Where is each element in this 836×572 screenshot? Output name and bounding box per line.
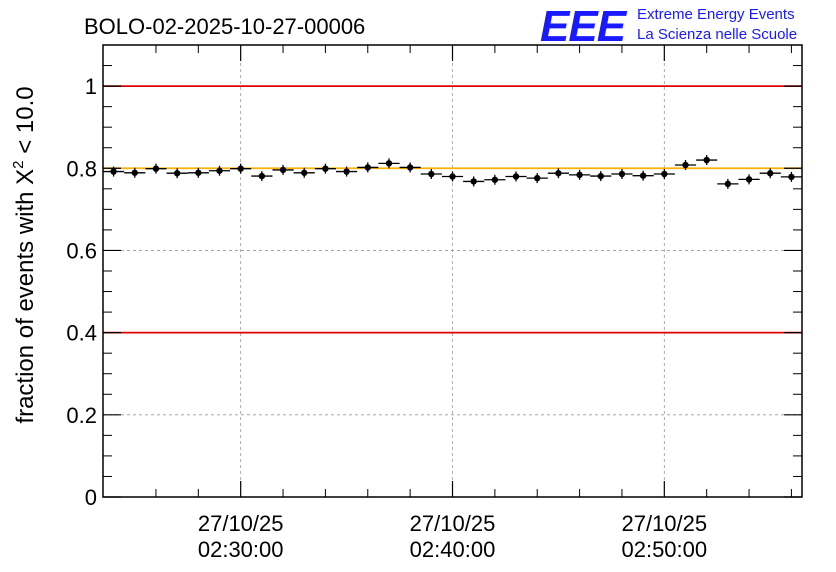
data-point [124, 167, 146, 178]
eee-logo-line2: La Scienza nelle Scuole [637, 26, 797, 43]
data-point [357, 162, 379, 173]
data-point-marker [576, 171, 583, 179]
data-point [230, 163, 252, 174]
data-point-marker [639, 172, 647, 179]
data-point [145, 163, 167, 174]
data-point-marker [449, 173, 456, 180]
data-point [463, 176, 485, 187]
data-point-marker [322, 165, 329, 172]
data-point-marker [767, 170, 774, 177]
data-point [166, 168, 188, 179]
data-point [526, 173, 548, 184]
data-point-marker [745, 176, 753, 183]
y-tick-label: 0 [85, 485, 97, 510]
eee-logo-mark: EEE [540, 2, 628, 51]
data-point-marker [343, 168, 350, 175]
y-tick-label: 0.4 [66, 321, 97, 346]
x-tick-labels: 27/10/2502:30:0027/10/2502:40:0027/10/25… [198, 511, 707, 562]
data-point-marker [110, 168, 117, 175]
data-point-marker [152, 165, 160, 172]
data-point-marker [512, 173, 520, 180]
y-axis-label-tail: < 10.0 [12, 86, 39, 160]
data-point [717, 178, 739, 189]
y-tick-label: 0.2 [66, 403, 97, 428]
data-point-marker [491, 176, 499, 183]
data-point [547, 168, 569, 179]
y-tick-label: 1 [85, 74, 97, 99]
eee-logo-line1: Extreme Energy Events [637, 6, 795, 23]
data-point-marker [364, 164, 371, 171]
data-point [780, 171, 802, 182]
data-point-marker [406, 164, 414, 171]
data-point [653, 169, 675, 180]
x-tick-label-time: 02:30:00 [198, 537, 284, 562]
y-tick-label: 0.8 [66, 156, 97, 181]
data-point-marker [385, 160, 393, 167]
eee-logo: EEE Extreme Energy Events La Scienza nel… [540, 2, 797, 51]
data-point-marker [258, 172, 266, 180]
y-tick-label: 0.6 [66, 238, 97, 263]
data-point [336, 166, 358, 177]
data-point [378, 158, 400, 169]
data-point-marker [555, 170, 562, 177]
data-point-marker [131, 169, 138, 176]
data-point-marker [195, 169, 202, 176]
data-point-marker [703, 156, 710, 164]
axis-ticks [103, 44, 802, 498]
data-point [441, 171, 464, 182]
data-point [272, 164, 294, 175]
y-axis-label-main: fraction of events with X [12, 169, 39, 424]
y-tick-labels: 0 0.2 0.4 0.6 0.8 1 [66, 74, 97, 510]
data-point [569, 169, 591, 180]
data-points [103, 155, 802, 189]
data-point [759, 168, 781, 179]
data-point-marker [470, 178, 477, 185]
data-point-marker [173, 170, 181, 177]
data-point-marker [724, 180, 732, 188]
data-point [420, 169, 442, 180]
data-point-marker [428, 170, 435, 178]
x-tick-label-date: 27/10/25 [198, 511, 284, 536]
data-point [399, 162, 421, 173]
data-point-marker [279, 166, 287, 174]
data-point [590, 171, 612, 182]
data-point [611, 169, 633, 180]
y-axis-label-sup: 2 [10, 160, 27, 168]
x-tick-label-date: 27/10/25 [410, 511, 496, 536]
data-point [738, 174, 760, 185]
data-point-marker [682, 161, 689, 169]
data-point [696, 155, 718, 166]
data-point [632, 170, 654, 181]
x-tick-label-time: 02:50:00 [621, 537, 707, 562]
data-point [187, 167, 209, 178]
data-point [208, 165, 231, 176]
data-point [293, 167, 315, 178]
y-axis-label: fraction of events with X2 < 10.0 [10, 86, 39, 423]
data-point [314, 163, 336, 174]
data-point-marker [216, 167, 223, 174]
data-point [484, 174, 506, 185]
data-point-marker [237, 165, 244, 172]
data-point-marker [597, 172, 604, 180]
data-point [505, 171, 527, 182]
data-point-marker [788, 173, 795, 181]
x-tick-label-time: 02:40:00 [410, 537, 496, 562]
data-point-marker [661, 170, 668, 178]
grid [103, 45, 802, 497]
data-point [251, 171, 273, 182]
data-point-marker [301, 169, 308, 176]
data-point [103, 166, 125, 177]
data-point [674, 159, 697, 170]
chart-title: BOLO-02-2025-10-27-00006 [84, 14, 365, 39]
data-point-marker [618, 170, 626, 178]
data-point-marker [534, 174, 541, 182]
x-tick-label-date: 27/10/25 [621, 511, 707, 536]
